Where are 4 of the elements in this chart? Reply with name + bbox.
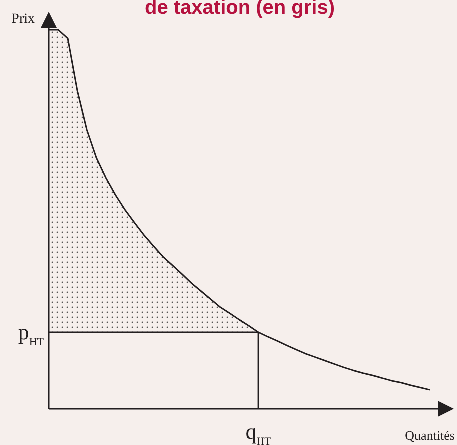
x-axis-title: Quantités	[405, 428, 455, 443]
ref-line-label: p$_{HT}$	[18, 319, 44, 348]
text: q$_{HT}$	[246, 419, 272, 445]
y-axis-title: Prix	[12, 12, 35, 27]
